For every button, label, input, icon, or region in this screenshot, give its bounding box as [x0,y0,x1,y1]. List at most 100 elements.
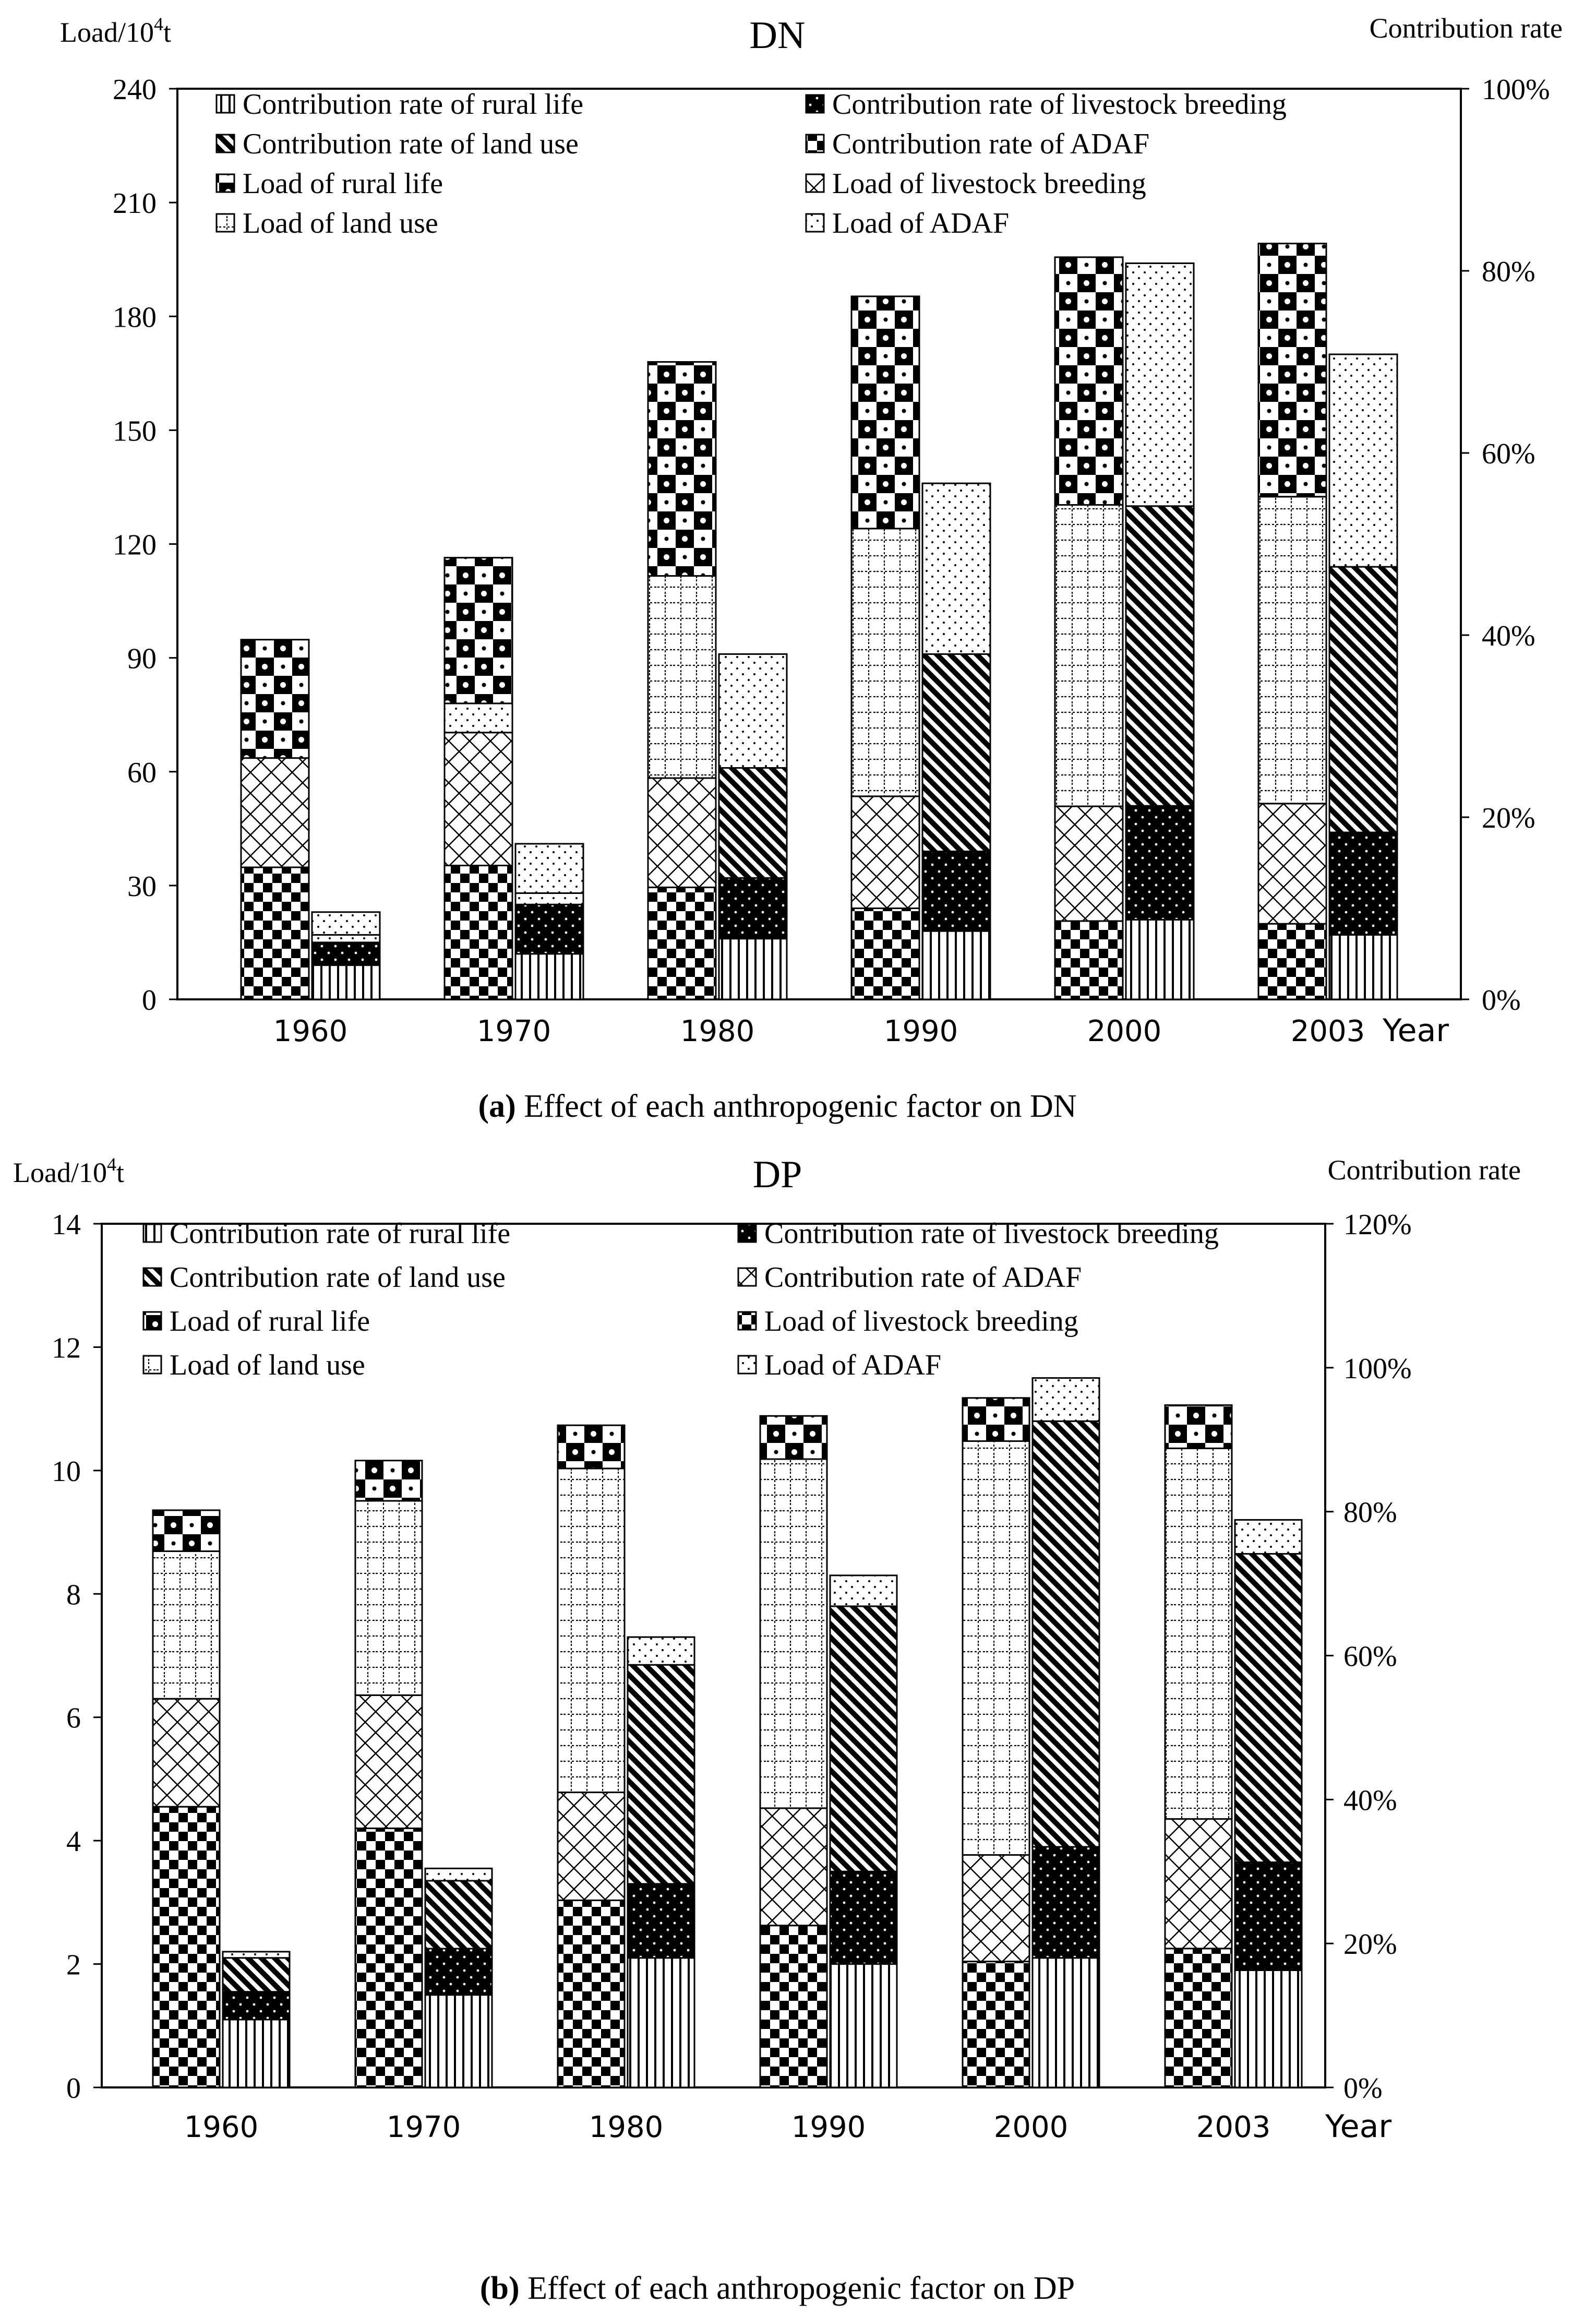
legend-swatch [737,1355,757,1375]
legend-entry: Load of rural life [243,168,443,200]
legend-entry: Contribution rate of ADAF [764,1261,1082,1294]
rate-bar-segment [443,702,513,734]
rate-bar-segment [152,1698,221,1808]
rate-bar-segment [1164,1447,1233,1820]
chart-dp: DP Load/104t Contribution rate 0 2 4 6 8 10 12… [13,1153,1521,2306]
rate-bar-segment [647,777,717,888]
legend-swatch [142,1223,162,1243]
x-axis-label: Year [1325,2108,1391,2145]
x-tick-label: 1990 [791,2110,866,2144]
axes: 0 30 60 90 120 150 180 210 240 0% 20% 40% 60% 80% 100%… [113,74,1550,1048]
bars [240,243,1398,1000]
load-bar-segment [311,911,381,936]
y-left-tick-label: 0 [142,984,157,1017]
y-left-tick-label: 60 [127,757,157,789]
load-bar-segment [1031,1377,1100,1422]
axes: 0 2 4 6 8 10 12 14 0% 20% 40% 60% 80% 100% 120% 1960 197… [52,1209,1412,2144]
rate-bar-segment [850,295,920,530]
y-left-tick-label: 90 [127,643,157,675]
rate-bar-segment [1257,496,1327,805]
legend-swatch [215,134,235,153]
load-bar-segment [1031,1420,1100,1848]
legend-swatch [737,1267,757,1287]
rate-bar-segment [850,528,920,797]
rate-bar-segment [962,1397,1030,1442]
legend-entry: Load of ADAF [764,1349,941,1381]
rate-bar-segment [962,1961,1030,2088]
y-left-tick-label: 240 [113,74,157,106]
load-bar-segment [1328,566,1398,833]
legend-entry: Load of ADAF [832,207,1009,240]
rate-bar-segment [1054,256,1124,506]
load-bar-segment [1125,918,1195,1000]
figure-caption: (a) Effect of each anthropogenic factor … [478,1089,1076,1124]
legend: Contribution rate of rural life Contribut… [215,88,1287,240]
load-bar-segment [424,1994,493,2088]
load-bar-segment [829,1574,898,1607]
rate-bar-segment [850,795,920,909]
left-axis-label: Load/104t [13,1154,124,1188]
y-right-tick-label: 40% [1343,1784,1397,1817]
legend-swatch [805,94,825,114]
load-bar-segment [921,930,991,1000]
rate-bar-segment [1054,920,1124,1000]
rate-bar-segment [354,1500,423,1696]
rate-bar-segment [152,1806,221,2088]
y-right-tick-label: 60% [1343,1641,1397,1673]
load-bar-segment [311,941,381,966]
rate-bar-segment [962,1440,1030,1856]
legend-entry: Load of livestock breeding [832,168,1146,200]
load-bar-segment [627,1664,695,1885]
rate-bar-segment [557,1792,626,1901]
load-bar-segment [1234,1861,1303,1971]
legend-swatch [215,173,235,193]
load-bar-segment [1234,1969,1303,2088]
rate-bar-segment [152,1509,221,1553]
legend-swatch [215,94,235,114]
load-bar-segment [1031,1957,1100,2088]
legend-entry: Contribution rate of livestock breeding [764,1217,1219,1250]
y-left-tick-label: 0 [66,2072,81,2105]
x-tick-label: 1970 [477,1014,551,1048]
legend-entry: Load of land use [170,1349,365,1381]
legend-swatch [805,134,825,153]
rate-bar-segment [354,1694,423,1830]
rate-bar-segment [1164,1404,1233,1449]
rate-bar-segment [850,908,920,1000]
x-tick-label: 2000 [1087,1014,1162,1048]
legend-entry: Contribution rate of land use [243,128,579,160]
legend: Contribution rate of rural life Contribut… [142,1217,1219,1381]
y-left-tick-label: 4 [66,1825,81,1858]
rate-bar-segment [1164,1948,1233,2088]
y-left-tick-label: 180 [113,301,157,333]
y-right-tick-label: 40% [1482,620,1535,652]
y-left-tick-label: 8 [66,1579,81,1611]
load-bar-segment [829,1870,898,1965]
x-tick-label: 1980 [589,2110,664,2144]
load-bar-segment [514,843,584,894]
y-right-tick-label: 20% [1343,1928,1397,1961]
x-tick-label: 1960 [273,1014,348,1048]
load-bar-segment [514,892,584,905]
x-tick-label: 1970 [387,2110,461,2144]
y-left-tick-label: 14 [52,1209,81,1241]
right-axis-label: Contribution rate [1370,13,1563,44]
y-left-tick-label: 6 [66,1702,81,1735]
y-right-tick-label: 0% [1343,2072,1383,2105]
x-axis-label: Year [1382,1012,1449,1049]
legend-entry: Load of rural life [170,1305,370,1338]
load-bar-segment [1125,262,1195,507]
y-left-tick-label: 10 [52,1455,81,1488]
load-bar-segment [1031,1846,1100,1959]
legend-swatch [142,1355,162,1375]
x-tick-label: 1960 [184,2110,259,2144]
load-bar-segment [222,1991,291,2021]
bars [152,1377,1303,2088]
rate-bar-segment [1257,803,1327,925]
x-tick-label: 2000 [994,2110,1069,2144]
load-bar-segment [311,964,381,1000]
load-bar-segment [1328,353,1398,568]
load-bar-segment [424,1880,493,1950]
y-left-tick-label: 30 [127,870,157,903]
